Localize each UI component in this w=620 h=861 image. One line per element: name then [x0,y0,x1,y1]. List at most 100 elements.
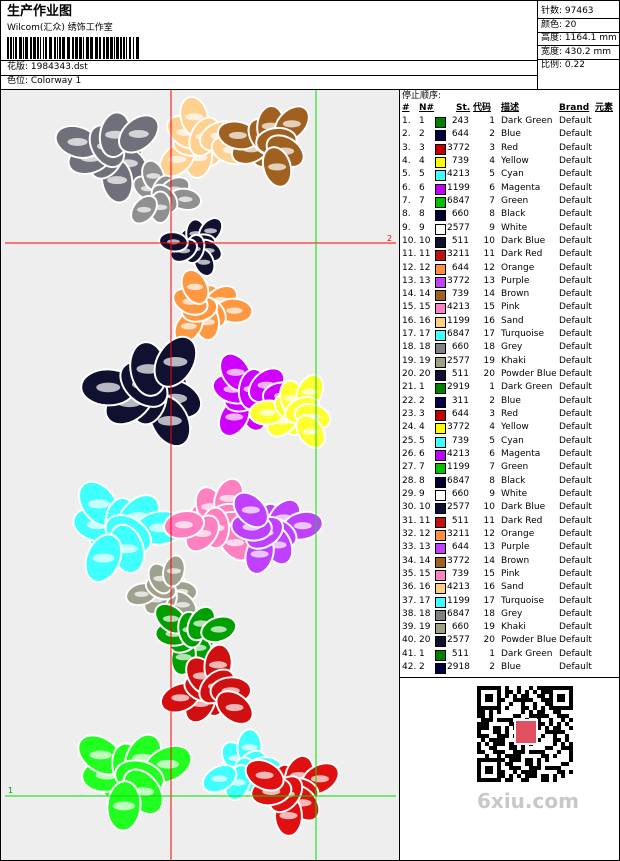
needle: 10 [419,235,431,246]
qr-module [513,746,517,750]
description: Black [501,475,526,486]
qr-module [569,754,573,758]
row-index: 29. [402,488,417,499]
flower-cluster [244,754,340,837]
brand: Default [559,289,592,300]
needle: 12 [419,528,431,539]
petal-vein [197,259,211,265]
needle: 3 [419,142,425,153]
code: 8 [489,209,495,220]
petal-vein [228,131,247,140]
brand: Default [559,355,592,366]
qr-module [501,750,505,754]
qr-module [553,738,557,742]
qr-module [537,722,541,726]
qr-module [561,770,565,774]
row-index: 3. [402,142,411,153]
qr-module [569,726,573,730]
qr-module [509,754,513,758]
stitches: 2919 [447,382,470,393]
qr-module [525,690,529,694]
qr-module [541,690,545,694]
needle: 20 [419,369,431,380]
qr-module [537,694,541,698]
bar [57,37,58,59]
stitches: 4213 [447,302,470,313]
description: Dark Green [501,382,553,393]
brand: Default [559,409,592,420]
needle: 6 [419,182,425,193]
row-index: 4. [402,155,411,166]
needle: 8 [419,475,425,486]
bar [133,37,134,59]
qr-module [557,750,561,754]
description: Dark Blue [501,235,546,246]
description: Turquoise [501,329,545,340]
row-index: 31. [402,515,417,526]
stitches: 4213 [447,449,470,459]
description: Khaki [501,355,526,366]
qr-module [553,754,557,758]
qr-module [509,778,513,782]
brand: Default [559,369,592,380]
row-index: 8. [402,209,411,220]
qr-module [505,734,509,738]
stitches: 660 [451,342,469,353]
description: Yellow [501,422,529,433]
info-line: 针数: 97463 [541,6,594,16]
qr-module [509,742,513,746]
color-swatch [435,236,446,248]
qr-module [517,714,521,718]
needle: 4 [419,422,425,433]
petal-vein [107,176,128,185]
petal-vein [134,591,149,597]
description: Pink [501,302,520,313]
code: 10 [483,502,495,513]
brand: Default [559,182,592,193]
code: 20 [483,635,495,646]
column-header: St. [456,103,471,113]
code: 18 [483,608,495,619]
description: Red [501,142,519,153]
qr-module [497,718,501,722]
color-swatch [435,370,446,382]
row-index: 6. [402,182,411,193]
row-index: 1. [402,116,411,126]
stitches: 644 [451,409,469,420]
color-swatch [435,450,446,461]
qr-module [521,694,525,698]
color-swatch [435,396,446,408]
qr-module [533,770,537,774]
brand: Default [559,648,592,659]
qr-module [545,766,549,770]
qr-module [537,750,541,754]
qr-module [497,726,501,730]
petal-vein [226,307,243,314]
qr-module [497,710,501,714]
petal-vein [175,653,192,661]
row-index: 26. [402,449,417,459]
qr-module [505,686,509,690]
description: Khaki [501,622,526,633]
petal-vein [92,553,115,563]
stitches: 660 [451,209,469,220]
qr-finder [485,766,493,774]
qr-module [545,774,549,778]
qr-module [553,774,557,778]
qr-module [529,750,533,754]
color-swatch [435,196,446,208]
info-line: 比例: 0.22 [541,60,585,70]
brand: Default [559,329,592,340]
needle: 18 [419,608,431,619]
code: 16 [483,315,495,326]
flower-cluster [158,217,224,277]
code: 10 [483,235,495,246]
qr-module [545,746,549,750]
color-swatch [435,117,446,128]
qr-module [541,750,545,754]
qr-module [533,714,537,718]
petal-vein [180,323,197,330]
qr-module [525,706,529,710]
row-index: 10. [402,235,417,246]
row-index: 15. [402,302,417,313]
